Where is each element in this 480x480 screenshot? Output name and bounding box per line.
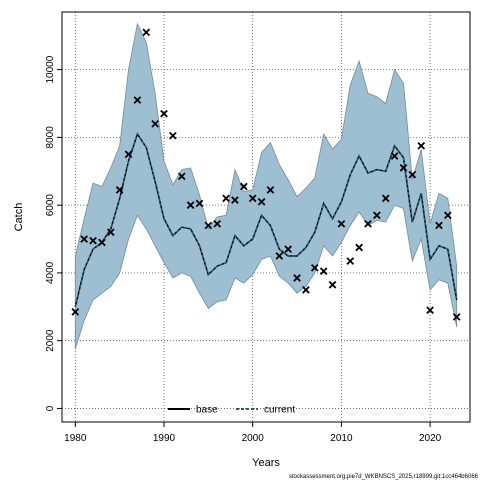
observed-point [124, 150, 133, 159]
x-tick-label: 2000 [242, 433, 265, 444]
observed-point [106, 228, 115, 237]
observed-point [257, 197, 266, 206]
x-tick-label: 1980 [64, 433, 87, 444]
observed-point [222, 194, 230, 203]
legend-label-current: current [264, 405, 295, 416]
y-tick-label: 4000 [45, 261, 56, 284]
x-axis: 1980 1990 2000 2010 2020 [64, 422, 442, 444]
observed-point [381, 194, 390, 203]
y-axis-title: Catch [13, 203, 25, 232]
y-axis: 0 2000 4000 6000 8000 10000 [45, 55, 62, 411]
legend-label-base: base [196, 405, 218, 416]
series-line-current [74, 132, 458, 307]
x-tick-label: 2020 [419, 433, 442, 444]
observed-point [80, 235, 89, 243]
observed-point [115, 186, 124, 194]
observed-point [435, 221, 443, 230]
observed-point [169, 131, 177, 140]
y-tick-label: 6000 [45, 194, 56, 217]
observed-markers [71, 28, 461, 321]
observed-point [89, 236, 97, 245]
observed-point [302, 286, 310, 294]
y-tick-label: 10000 [45, 55, 56, 83]
observed-point [177, 172, 186, 181]
observed-point [231, 196, 239, 204]
observed-point [346, 257, 355, 265]
observed-point [310, 263, 319, 272]
plot-frame [61, 11, 471, 423]
observed-point [133, 96, 142, 104]
observed-point [266, 186, 275, 194]
observed-point [160, 109, 168, 118]
observed-point [355, 243, 363, 252]
observed-point [408, 170, 417, 179]
observed-point [337, 219, 346, 228]
confidence-band [74, 22, 458, 350]
observed-point [364, 219, 372, 228]
x-tick-label: 2010 [330, 433, 353, 444]
observed-point [98, 238, 106, 247]
legend: base current [168, 405, 295, 416]
observed-point [248, 194, 257, 203]
observed-point [426, 306, 434, 315]
observed-point [186, 201, 195, 209]
observed-point [204, 221, 213, 230]
observed-point [293, 274, 301, 282]
observed-point [71, 308, 80, 316]
y-tick-label: 0 [45, 405, 56, 411]
x-axis-title: Years [252, 457, 280, 469]
y-tick-label: 8000 [45, 126, 56, 149]
observed-point [151, 119, 159, 128]
observed-point [328, 280, 337, 289]
y-tick-label: 2000 [45, 329, 56, 352]
observed-point [239, 182, 248, 191]
observed-point [213, 219, 222, 228]
observed-point [142, 28, 151, 37]
observed-point [399, 164, 408, 172]
observed-point [452, 313, 461, 321]
observed-point [390, 152, 399, 160]
x-tick-label: 1990 [153, 433, 176, 444]
observed-point [284, 245, 293, 254]
footer-credit: stockassessment.org,pie7d_WKBNSCS_2025,r… [289, 474, 479, 480]
observed-point [195, 199, 204, 208]
observed-point [319, 267, 328, 276]
observed-point [373, 211, 381, 220]
observed-point [417, 142, 426, 150]
observed-point [275, 252, 284, 260]
observed-point [443, 211, 452, 220]
